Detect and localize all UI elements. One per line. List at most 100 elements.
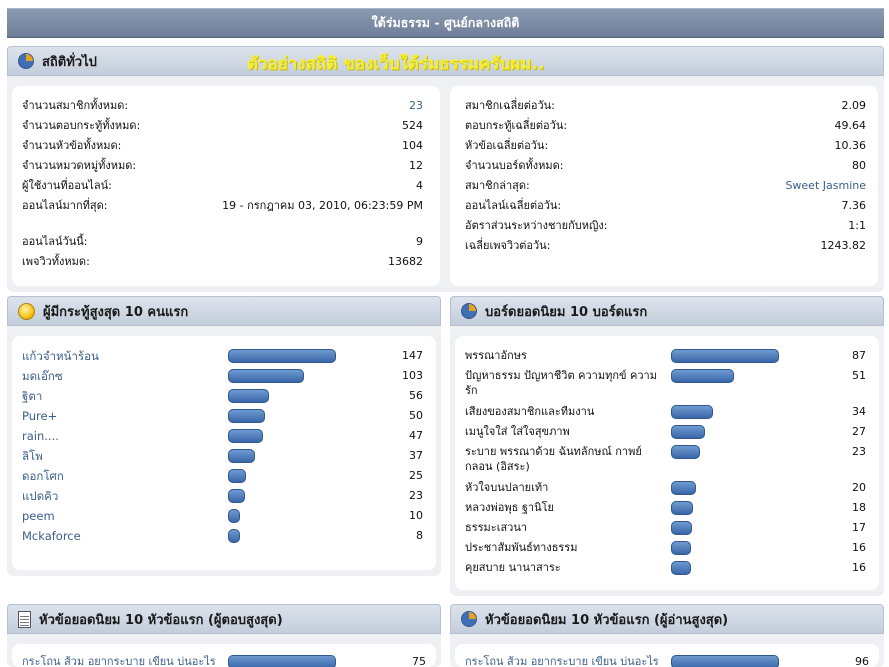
list-item[interactable]: ประชาสัมพันธ์ทางธรรม 16 bbox=[465, 540, 866, 560]
list-item[interactable]: rain.... 47 bbox=[22, 428, 423, 448]
item-name[interactable]: มดเอ๊กซ bbox=[22, 369, 63, 383]
stat-row: จำนวนตอบกระทู้ทั้งหมด: 524 bbox=[22, 118, 423, 134]
item-name[interactable]: หลวงพ่อพุธ ฐานิโย bbox=[465, 501, 554, 514]
stat-value: 2.09 bbox=[841, 99, 867, 112]
topic-row[interactable]: กระโถน ส้วม อยากระบาย เขียน บ่นอะไร 75 bbox=[22, 654, 426, 667]
stat-label: ออนไลน์วันนี้: bbox=[22, 235, 88, 248]
list-item[interactable]: ดอกโศก 25 bbox=[22, 468, 423, 488]
item-name[interactable]: แปดคิว bbox=[22, 489, 59, 503]
item-count: 27 bbox=[852, 425, 866, 438]
item-name[interactable]: Pure+ bbox=[22, 409, 58, 423]
stat-value: 524 bbox=[402, 119, 423, 132]
item-count: 18 bbox=[852, 501, 866, 514]
stat-row: เพจวิวทั้งหมด: 13682 bbox=[22, 254, 423, 270]
item-name[interactable]: ปัญหาธรรม ปัญหาชีวิต ความทุกข์ ความรัก bbox=[465, 369, 657, 397]
item-bar bbox=[671, 405, 713, 419]
item-name[interactable]: หัวใจบนปลายเท้า bbox=[465, 481, 549, 494]
stat-row: สมาชิกล่าสุด: Sweet Jasmine bbox=[465, 178, 866, 194]
list-item[interactable]: เสียงของสมาชิกและทีมงาน 34 bbox=[465, 404, 866, 424]
item-name[interactable]: ดอกโศก bbox=[22, 469, 64, 483]
item-count: 16 bbox=[852, 561, 866, 574]
item-bar bbox=[671, 445, 700, 459]
list-item[interactable]: Pure+ 50 bbox=[22, 408, 423, 428]
item-name[interactable]: Mckaforce bbox=[22, 529, 81, 543]
list-item[interactable]: หลวงพ่อพุธ ฐานิโย 18 bbox=[465, 500, 866, 520]
stat-label: จำนวนตอบกระทู้ทั้งหมด: bbox=[22, 119, 141, 132]
topic-name[interactable]: กระโถน ส้วม อยากระบาย เขียน บ่นอะไร bbox=[22, 655, 216, 667]
stat-label: ออนไลน์มากที่สุด: bbox=[22, 199, 108, 212]
list-item[interactable]: หัวใจบนปลายเท้า 20 bbox=[465, 480, 866, 500]
list-item[interactable]: ระบาย พรรณาด้วย ฉันทลักษณ์ กาพย์ กลอน (อ… bbox=[465, 444, 866, 473]
stat-value[interactable]: 23 bbox=[409, 99, 423, 112]
top-topics-replies-header: หัวข้อยอดนิยม 10 หัวข้อแรก (ผู้ตอบสูงสุด… bbox=[7, 604, 441, 634]
stat-label: เพจวิวทั้งหมด: bbox=[22, 255, 90, 268]
item-name[interactable]: ลิโพ bbox=[22, 449, 43, 463]
top-boards-body bbox=[455, 336, 879, 590]
item-name[interactable]: ประชาสัมพันธ์ทางธรรม bbox=[465, 541, 578, 554]
item-bar bbox=[228, 369, 304, 383]
top-posters-title: ผู้มีกระทู้สูงสุด 10 คนแรก bbox=[43, 304, 189, 320]
item-name[interactable]: peem bbox=[22, 509, 55, 523]
topic-name[interactable]: กระโถน ส้วม อยากระบาย เขียน บ่นอะไร bbox=[465, 655, 659, 667]
stat-label: ตอบกระทู้เฉลี่ยต่อวัน: bbox=[465, 119, 568, 132]
stat-value: 80 bbox=[852, 159, 866, 172]
list-item[interactable]: แก้วจำหน้าร้อน 147 bbox=[22, 348, 423, 368]
list-item[interactable]: ฐิตา 56 bbox=[22, 388, 423, 408]
topic-row[interactable]: กระโถน ส้วม อยากระบาย เขียน บ่นอะไร 96 bbox=[465, 654, 869, 667]
stat-row: เฉลี่ยเพจวิวต่อวัน: 1243.82 bbox=[465, 238, 866, 254]
item-bar bbox=[671, 501, 693, 515]
pie-chart-icon bbox=[461, 303, 477, 319]
general-stats-left bbox=[12, 86, 440, 286]
list-item[interactable]: Mckaforce 8 bbox=[22, 528, 423, 548]
list-item[interactable]: แปดคิว 23 bbox=[22, 488, 423, 508]
item-name[interactable]: ระบาย พรรณาด้วย ฉันทลักษณ์ กาพย์ กลอน (อ… bbox=[465, 445, 642, 473]
top-topics-views-title: หัวข้อยอดนิยม 10 หัวข้อแรก (ผู้อ่านสูงสุ… bbox=[485, 612, 729, 628]
stat-value[interactable]: Sweet Jasmine bbox=[785, 179, 866, 192]
list-item[interactable]: พรรณาอักษร 87 bbox=[465, 348, 866, 368]
stat-value: 10.36 bbox=[834, 139, 867, 152]
item-name[interactable]: ธรรมะเสวนา bbox=[465, 521, 528, 534]
item-count: 10 bbox=[409, 509, 423, 522]
item-count: 51 bbox=[852, 369, 866, 382]
list-item[interactable]: ปัญหาธรรม ปัญหาชีวิต ความทุกข์ ความรัก 51 bbox=[465, 368, 866, 397]
item-count: 8 bbox=[416, 529, 423, 542]
general-right-list: สมาชิกเฉลี่ยต่อวัน: 2.09 ตอบกระทู้เฉลี่ยต่… bbox=[450, 96, 878, 276]
item-bar bbox=[228, 389, 269, 403]
stat-label: จำนวนหมวดหมู่ทั้งหมด: bbox=[22, 159, 137, 172]
item-bar bbox=[228, 509, 240, 523]
item-bar bbox=[671, 521, 692, 535]
item-name[interactable]: ฐิตา bbox=[22, 389, 43, 403]
general-stats-header: สถิติทั่วไป bbox=[7, 46, 884, 76]
stat-row: จำนวนสมาชิกทั้งหมด: 23 bbox=[22, 98, 423, 114]
document-icon bbox=[18, 610, 31, 628]
item-count: 16 bbox=[852, 541, 866, 554]
stat-label: จำนวนสมาชิกทั้งหมด: bbox=[22, 99, 129, 112]
list-item[interactable]: มดเอ๊กซ 103 bbox=[22, 368, 423, 388]
stat-value: 12 bbox=[409, 159, 423, 172]
stat-label: ออนไลน์เฉลี่ยต่อวัน: bbox=[465, 199, 562, 212]
item-bar bbox=[228, 469, 246, 483]
stat-label: หัวข้อเฉลี่ยต่อวัน: bbox=[465, 139, 549, 152]
item-count: 47 bbox=[409, 429, 423, 442]
top-posters-header: ผู้มีกระทู้สูงสุด 10 คนแรก bbox=[7, 296, 441, 326]
item-name[interactable]: เมนูใจใส่ ใส่ใจสุขภาพ bbox=[465, 425, 570, 438]
item-name[interactable]: แก้วจำหน้าร้อน bbox=[22, 349, 99, 363]
top-topics-views-header: หัวข้อยอดนิยม 10 หัวข้อแรก (ผู้อ่านสูงสุ… bbox=[450, 604, 884, 634]
list-item[interactable]: ธรรมะเสวนา 17 bbox=[465, 520, 866, 540]
stat-row: จำนวนหัวข้อทั้งหมด: 104 bbox=[22, 138, 423, 154]
stat-value: 1243.82 bbox=[820, 239, 867, 252]
item-name[interactable]: พรรณาอักษร bbox=[465, 349, 527, 362]
item-bar bbox=[228, 349, 336, 363]
list-item[interactable]: คุยสบาย นานาสาระ 16 bbox=[465, 560, 866, 580]
item-count: 25 bbox=[409, 469, 423, 482]
top-posters-body bbox=[12, 336, 436, 570]
item-name[interactable]: เสียงของสมาชิกและทีมงาน bbox=[465, 405, 595, 418]
item-name[interactable]: คุยสบาย นานาสาระ bbox=[465, 561, 561, 574]
list-item[interactable]: ลิโพ 37 bbox=[22, 448, 423, 468]
item-bar bbox=[228, 529, 240, 543]
item-count: 87 bbox=[852, 349, 866, 362]
list-item[interactable]: เมนูใจใส่ ใส่ใจสุขภาพ 27 bbox=[465, 424, 866, 444]
item-name[interactable]: rain.... bbox=[22, 429, 59, 443]
item-bar bbox=[671, 349, 779, 363]
list-item[interactable]: peem 10 bbox=[22, 508, 423, 528]
